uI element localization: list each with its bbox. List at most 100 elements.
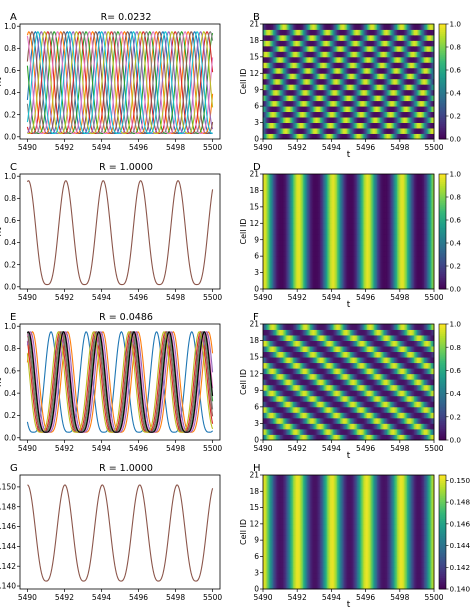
y-tick-label: 9 — [254, 386, 259, 395]
y-tick-label: 21 — [249, 320, 259, 329]
y-tick-label: 0.0 — [4, 132, 16, 141]
x-axis-label: t — [347, 150, 351, 160]
colorbar-tick-label: 0.8 — [450, 193, 462, 202]
x-tick-label: 5500 — [203, 143, 222, 152]
x-axis-label: t — [347, 600, 351, 610]
y-tick-label: 0.8 — [4, 194, 16, 203]
y-tick-label: 15 — [249, 202, 259, 211]
colorbar-tick-label: 0.150 — [450, 476, 471, 485]
heatmap-cells — [263, 475, 435, 590]
y-tick-label: 0.4 — [4, 88, 16, 97]
colorbar-tick-label: 0.142 — [450, 563, 471, 572]
y-tick-label: 0.8 — [4, 344, 16, 353]
panel-letter: C — [10, 162, 17, 173]
x-tick-label: 5494 — [322, 293, 341, 302]
series-line-4 — [26, 31, 214, 135]
colorbar-frame — [438, 323, 447, 441]
x-tick-label: 5490 — [253, 444, 272, 453]
x-tick-label: 5500 — [424, 444, 443, 453]
series-line-10 — [26, 31, 213, 135]
x-tick-label: 5492 — [288, 143, 307, 152]
panel-letter: F — [253, 312, 259, 323]
series-line-8 — [26, 31, 214, 135]
x-tick-label: 5500 — [203, 444, 222, 453]
panel-g: G R = 1.0000 5490 5492 5494 5496 5498 5500 0.140… — [0, 463, 222, 602]
y-tick-label: 18 — [249, 36, 259, 45]
x-tick-label: 5498 — [166, 444, 185, 453]
x-axis-label: t — [347, 300, 351, 310]
series-line-1 — [27, 484, 214, 582]
panel-a: A R= 0.0232 5490 5492 5494 5496 5498 5500 0.0 0.2… — [0, 12, 222, 152]
x-tick-label: 5492 — [288, 444, 307, 453]
x-tick-label: 5494 — [322, 593, 341, 602]
x-tick-label: 5492 — [288, 593, 307, 602]
panel-letter: H — [253, 463, 261, 474]
y-tick-label: 0.150 — [0, 482, 16, 491]
colorbar-tick-label: 0.4 — [450, 389, 462, 398]
y-tick-label: 6 — [254, 252, 259, 261]
x-tick-label: 5500 — [203, 293, 222, 302]
y-tick-label: 9 — [254, 235, 259, 244]
x-tick-label: 5500 — [424, 143, 443, 152]
colorbar-tick-label: 0.6 — [450, 366, 462, 375]
x-tick-label: 5500 — [203, 593, 222, 602]
y-tick-label: 18 — [249, 487, 259, 496]
x-tick-label: 5496 — [356, 293, 375, 302]
panel-letter: G — [10, 463, 18, 474]
y-tick-label: 0 — [254, 135, 259, 144]
colorbar-tick-label: 0.4 — [450, 239, 462, 248]
y-tick-label: 15 — [249, 503, 259, 512]
y-tick-label: 12 — [249, 369, 259, 378]
y-tick-label: 1.0 — [4, 22, 16, 31]
plot-frame — [262, 23, 435, 140]
colorbar-tick-label: 0.148 — [450, 498, 471, 507]
y-axis-label: Cell ID — [239, 519, 248, 545]
plot-frame — [19, 173, 221, 290]
x-tick-label: 5490 — [18, 444, 37, 453]
plot-frame — [262, 173, 435, 290]
y-tick-label: 0 — [254, 285, 259, 294]
y-tick-label: 0.6 — [4, 66, 16, 75]
colorbar-tick-label: 1.0 — [450, 170, 462, 179]
x-tick-label: 5498 — [390, 293, 409, 302]
y-tick-label: 0.8 — [4, 44, 16, 53]
panel-letter: B — [253, 12, 260, 23]
colorbar: 0.0 0.2 0.4 0.6 0.8 1.0 — [438, 20, 461, 144]
y-tick-label: 0 — [254, 585, 259, 594]
chart-title: R = 1.0000 — [99, 162, 153, 173]
x-tick-label: 5496 — [356, 444, 375, 453]
y-tick-label: 0.4 — [4, 238, 16, 247]
colorbar-tick-label: 0.144 — [450, 541, 471, 550]
y-tick-label: 9 — [254, 85, 259, 94]
y-tick-label: 9 — [254, 536, 259, 545]
x-tick-label: 5492 — [55, 293, 74, 302]
heatmap-cells — [263, 324, 435, 441]
panel-b: B 5490 5492 5494 5496 5498 5500 t 0 3 6 9 12 15 18 21 Ce… — [239, 12, 461, 160]
plot-frame — [19, 474, 221, 590]
x-tick-label: 5494 — [92, 293, 111, 302]
y-tick-label: 3 — [254, 419, 259, 428]
x-tick-label: 5494 — [322, 143, 341, 152]
x-tick-label: 5494 — [92, 143, 111, 152]
colorbar-tick-label: 0.2 — [450, 262, 461, 271]
panel-f: F 5490 5492 5494 5496 5498 5500 t 0 3 6 9 12 15 18 21 Ce… — [239, 312, 461, 461]
x-tick-label: 5490 — [18, 293, 37, 302]
y-tick-label: 3 — [254, 268, 259, 277]
panel-letter: E — [10, 312, 16, 323]
y-axis-label: Cell ID — [239, 218, 248, 244]
y-tick-label: 21 — [249, 170, 259, 179]
colorbar-tick-label: 0.2 — [450, 412, 461, 421]
x-tick-label: 5498 — [390, 444, 409, 453]
colorbar-frame — [438, 474, 447, 590]
colorbar-tick-label: 0.8 — [450, 343, 462, 352]
colorbar-tick-label: 0.0 — [450, 436, 462, 445]
x-tick-label: 5500 — [424, 293, 443, 302]
x-tick-label: 5498 — [166, 593, 185, 602]
panel-letter: D — [253, 162, 261, 173]
y-tick-label: 0.2 — [4, 110, 16, 119]
colorbar: 0.0 0.2 0.4 0.6 0.8 1.0 — [438, 170, 462, 294]
x-tick-label: 5498 — [390, 593, 409, 602]
panel-c: C R = 1.0000 5490 5492 5494 5496 5498 5500 0.0 0.… — [0, 162, 222, 302]
colorbar: 0.0 0.2 0.4 0.6 0.8 1.0 — [438, 320, 462, 445]
y-tick-label: 0.146 — [0, 522, 16, 531]
